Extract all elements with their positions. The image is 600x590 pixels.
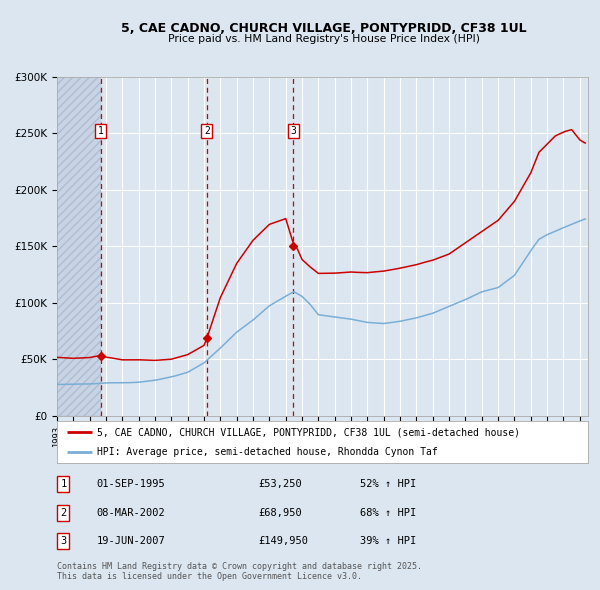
Text: £149,950: £149,950 [259,536,309,546]
Text: 2: 2 [204,126,210,136]
Text: 5, CAE CADNO, CHURCH VILLAGE, PONTYPRIDD, CF38 1UL (semi-detached house): 5, CAE CADNO, CHURCH VILLAGE, PONTYPRIDD… [97,427,520,437]
Text: 3: 3 [290,126,296,136]
Text: HPI: Average price, semi-detached house, Rhondda Cynon Taf: HPI: Average price, semi-detached house,… [97,447,437,457]
Text: This data is licensed under the Open Government Licence v3.0.: This data is licensed under the Open Gov… [57,572,362,581]
Text: 3: 3 [60,536,67,546]
Text: 68% ↑ HPI: 68% ↑ HPI [359,508,416,517]
Text: 39% ↑ HPI: 39% ↑ HPI [359,536,416,546]
Text: £68,950: £68,950 [259,508,302,517]
Text: 1: 1 [98,126,104,136]
Text: 5, CAE CADNO, CHURCH VILLAGE, PONTYPRIDD, CF38 1UL: 5, CAE CADNO, CHURCH VILLAGE, PONTYPRIDD… [121,22,527,35]
Text: £53,250: £53,250 [259,479,302,489]
Text: 19-JUN-2007: 19-JUN-2007 [97,536,166,546]
Bar [57,77,101,416]
Text: 01-SEP-1995: 01-SEP-1995 [97,479,166,489]
Text: 1: 1 [60,479,67,489]
Text: Contains HM Land Registry data © Crown copyright and database right 2025.: Contains HM Land Registry data © Crown c… [57,562,422,571]
Text: 52% ↑ HPI: 52% ↑ HPI [359,479,416,489]
Text: 2: 2 [60,508,67,517]
Text: 08-MAR-2002: 08-MAR-2002 [97,508,166,517]
Text: Price paid vs. HM Land Registry's House Price Index (HPI): Price paid vs. HM Land Registry's House … [168,34,480,44]
